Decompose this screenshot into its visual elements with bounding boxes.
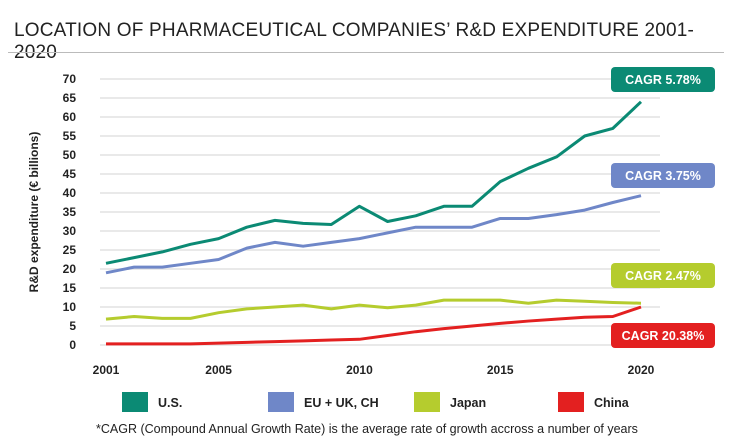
cagr-badge bbox=[611, 163, 715, 188]
legend-label: China bbox=[594, 396, 630, 410]
cagr-label: CAGR 3.75% bbox=[625, 169, 701, 183]
y-tick-label: 65 bbox=[63, 91, 77, 105]
y-tick-label: 5 bbox=[69, 319, 76, 333]
y-tick-label: 10 bbox=[63, 300, 77, 314]
legend-swatch bbox=[268, 392, 294, 412]
y-tick-label: 0 bbox=[69, 338, 76, 352]
legend-label: Japan bbox=[450, 396, 486, 410]
title-divider bbox=[8, 52, 724, 53]
y-tick-label: 70 bbox=[63, 72, 77, 86]
legend-label: U.S. bbox=[158, 396, 182, 410]
y-tick-label: 50 bbox=[63, 148, 77, 162]
x-tick-label: 2005 bbox=[205, 363, 232, 377]
cagr-badge bbox=[611, 263, 715, 288]
y-tick-label: 55 bbox=[63, 129, 77, 143]
x-tick-label: 2010 bbox=[346, 363, 373, 377]
legend-swatch bbox=[558, 392, 584, 412]
y-tick-label: 30 bbox=[63, 224, 77, 238]
y-tick-label: 60 bbox=[63, 110, 77, 124]
y-tick-label: 45 bbox=[63, 167, 77, 181]
y-axis-label: R&D expenditure (€ billions) bbox=[27, 132, 41, 293]
legend-swatch bbox=[122, 392, 148, 412]
series-line-2 bbox=[105, 298, 642, 321]
cagr-label: CAGR 5.78% bbox=[625, 73, 701, 87]
legend-swatch bbox=[414, 392, 440, 412]
x-tick-label: 2001 bbox=[93, 363, 120, 377]
series-line-0 bbox=[105, 100, 643, 265]
cagr-label: CAGR 2.47% bbox=[625, 269, 701, 283]
x-tick-label: 2020 bbox=[628, 363, 655, 377]
y-tick-label: 20 bbox=[63, 262, 77, 276]
legend-label: EU + UK, CH bbox=[304, 396, 379, 410]
footnote: *CAGR (Compound Annual Growth Rate) is t… bbox=[96, 422, 638, 436]
series-line-3 bbox=[106, 305, 642, 346]
cagr-label: CAGR 20.38% bbox=[622, 329, 705, 343]
y-tick-label: 15 bbox=[63, 281, 77, 295]
y-tick-label: 40 bbox=[63, 186, 77, 200]
x-tick-label: 2015 bbox=[487, 363, 514, 377]
cagr-badge bbox=[611, 323, 715, 348]
cagr-badge bbox=[611, 67, 715, 92]
y-tick-label: 25 bbox=[63, 243, 77, 257]
y-tick-label: 35 bbox=[63, 205, 77, 219]
series-line-1 bbox=[105, 194, 642, 275]
